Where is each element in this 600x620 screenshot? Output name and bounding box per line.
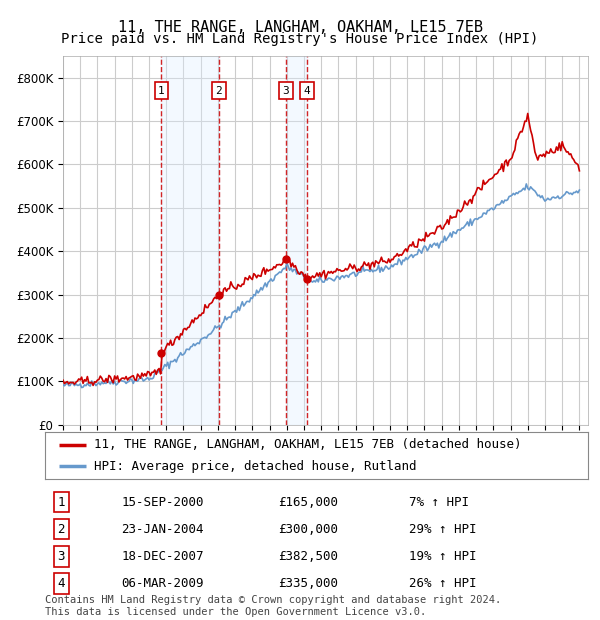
Text: 7% ↑ HPI: 7% ↑ HPI bbox=[409, 495, 469, 508]
Text: 23-JAN-2004: 23-JAN-2004 bbox=[121, 523, 203, 536]
Text: 15-SEP-2000: 15-SEP-2000 bbox=[121, 495, 203, 508]
Text: 3: 3 bbox=[58, 550, 65, 563]
Text: 1: 1 bbox=[158, 86, 164, 95]
Text: 29% ↑ HPI: 29% ↑ HPI bbox=[409, 523, 476, 536]
Text: HPI: Average price, detached house, Rutland: HPI: Average price, detached house, Rutl… bbox=[94, 459, 416, 472]
Text: 11, THE RANGE, LANGHAM, OAKHAM, LE15 7EB: 11, THE RANGE, LANGHAM, OAKHAM, LE15 7EB bbox=[118, 20, 482, 35]
Text: 06-MAR-2009: 06-MAR-2009 bbox=[121, 577, 203, 590]
Text: Price paid vs. HM Land Registry's House Price Index (HPI): Price paid vs. HM Land Registry's House … bbox=[61, 32, 539, 46]
Text: 4: 4 bbox=[58, 577, 65, 590]
Text: £300,000: £300,000 bbox=[278, 523, 338, 536]
Text: £335,000: £335,000 bbox=[278, 577, 338, 590]
Text: 18-DEC-2007: 18-DEC-2007 bbox=[121, 550, 203, 563]
Text: 2: 2 bbox=[58, 523, 65, 536]
Text: Contains HM Land Registry data © Crown copyright and database right 2024.
This d: Contains HM Land Registry data © Crown c… bbox=[45, 595, 501, 617]
Text: 11, THE RANGE, LANGHAM, OAKHAM, LE15 7EB (detached house): 11, THE RANGE, LANGHAM, OAKHAM, LE15 7EB… bbox=[94, 438, 521, 451]
Text: 26% ↑ HPI: 26% ↑ HPI bbox=[409, 577, 476, 590]
Bar bbox=[286, 56, 307, 425]
Text: 19% ↑ HPI: 19% ↑ HPI bbox=[409, 550, 476, 563]
Text: £382,500: £382,500 bbox=[278, 550, 338, 563]
Text: 3: 3 bbox=[283, 86, 289, 95]
Bar bbox=[161, 56, 219, 425]
Text: 4: 4 bbox=[304, 86, 310, 95]
Text: 2: 2 bbox=[215, 86, 223, 95]
Text: £165,000: £165,000 bbox=[278, 495, 338, 508]
Text: 1: 1 bbox=[58, 495, 65, 508]
